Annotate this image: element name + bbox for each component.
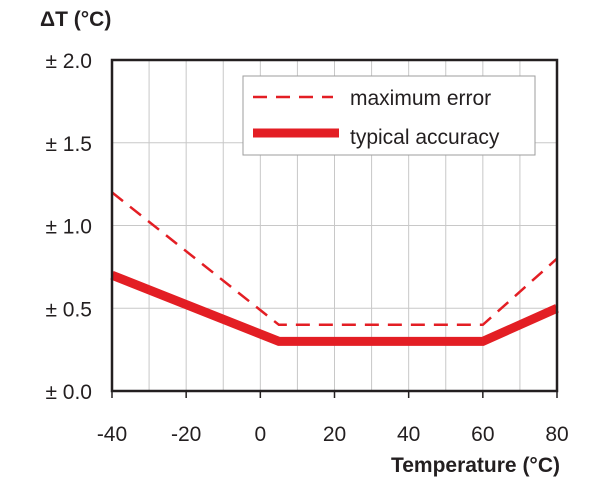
y-tick-label: ± 1.5 bbox=[45, 133, 92, 156]
series-maximum-error bbox=[111, 191, 558, 327]
x-tick-label: 60 bbox=[471, 423, 494, 446]
y-axis-title: ΔT (°C) bbox=[40, 8, 111, 31]
legend-label-maximum-error: maximum error bbox=[350, 87, 491, 110]
y-tick-label: ± 1.0 bbox=[45, 216, 92, 239]
y-tick-label: ± 0.0 bbox=[45, 381, 92, 404]
x-axis-title: Temperature (°C) bbox=[391, 454, 560, 477]
y-tick-label: ± 2.0 bbox=[45, 50, 92, 73]
legend-box bbox=[242, 75, 536, 156]
x-tick-label: 40 bbox=[397, 423, 420, 446]
series-typical-accuracy bbox=[110, 270, 559, 346]
legend: maximum error typical accuracy bbox=[242, 75, 536, 156]
x-tick-label: -20 bbox=[171, 423, 201, 446]
x-tick-label: 20 bbox=[323, 423, 346, 446]
legend-label-typical-accuracy: typical accuracy bbox=[350, 126, 500, 149]
series-layer bbox=[110, 191, 559, 346]
ticks: -40 -20 0 20 40 60 80 ± 0.0 ± 0.5 ± 1.0 ± 1.5 ± 2.0 bbox=[45, 50, 568, 446]
x-tick-label: 80 bbox=[545, 423, 568, 446]
y-tick-label: ± 0.5 bbox=[45, 298, 92, 321]
x-tick-label: 0 bbox=[254, 423, 266, 446]
x-tick-label: -40 bbox=[97, 423, 127, 446]
